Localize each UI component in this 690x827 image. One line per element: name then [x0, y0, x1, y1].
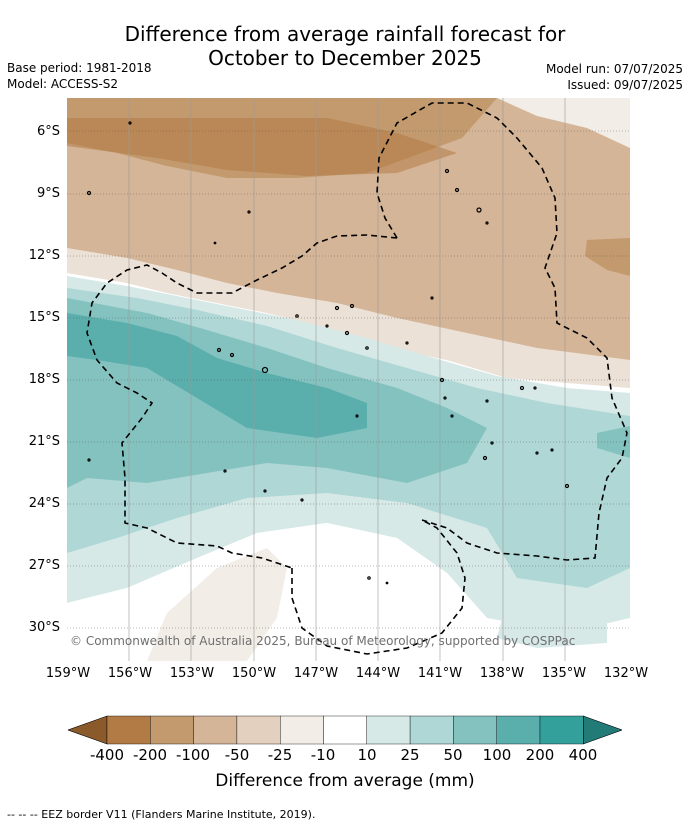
lon-label-138w: 138°W [479, 666, 525, 681]
legend-swatch-upper-extend [582, 715, 622, 745]
legend-swatch [366, 715, 411, 745]
contour-dry-200 [67, 118, 457, 176]
legend-swatch [106, 715, 151, 745]
grid-lines [67, 130, 630, 629]
legend-tick: -400 [89, 746, 125, 764]
lon-label-156w: 156°W [107, 666, 153, 681]
title-line-1: Difference from average rainfall forecas… [124, 22, 566, 46]
issued-date: Issued: 09/07/2025 [567, 78, 683, 92]
legend-tick: -200 [132, 746, 168, 764]
legend-tick: 10 [357, 746, 377, 764]
legend-tick: 200 [525, 746, 555, 764]
map-title: Difference from average rainfall forecas… [0, 22, 690, 70]
lat-label-18s: 18°S [28, 372, 60, 387]
rainfall-map [67, 98, 630, 661]
legend-tick: -100 [175, 746, 211, 764]
lon-label-135w: 135°W [541, 666, 587, 681]
legend-swatch [236, 715, 281, 745]
legend-swatch-lower-extend [68, 715, 108, 745]
lon-label-159w: 159°W [45, 666, 91, 681]
eez-footnote: -- -- -- EEZ border V11 (Flanders Marine… [7, 808, 316, 821]
lat-label-24s: 24°S [28, 496, 60, 511]
meta-right: Model run: 07/07/2025 Issued: 09/07/2025 [546, 61, 683, 93]
legend-tick: 400 [568, 746, 598, 764]
eez-border-north [376, 102, 628, 561]
legend-swatch [279, 715, 324, 745]
legend-tick: -10 [310, 746, 336, 764]
legend-swatch [496, 715, 541, 745]
lat-label-9s: 9°S [36, 186, 60, 201]
legend-tick: -50 [224, 746, 250, 764]
lon-label-141w: 141°W [417, 666, 463, 681]
legend-swatch [409, 715, 454, 745]
meridian-lines [128, 98, 566, 661]
legend-swatches [68, 715, 622, 745]
contour-dry-10-south [147, 548, 287, 661]
legend-swatch [193, 715, 238, 745]
model-run: Model run: 07/07/2025 [545, 62, 683, 76]
lon-label-153w: 153°W [169, 666, 215, 681]
lon-label-150w: 150°W [231, 666, 277, 681]
legend-tick: -25 [267, 746, 293, 764]
lat-label-30s: 30°S [28, 620, 60, 635]
lat-label-15s: 15°S [28, 310, 60, 325]
lat-label-6s: 6°S [36, 124, 60, 139]
lat-label-27s: 27°S [28, 558, 60, 573]
legend-swatch [453, 715, 497, 745]
legend-tick: 25 [400, 746, 420, 764]
eez-border-south [291, 519, 466, 655]
base-period: Base period: 1981-2018 [7, 61, 152, 75]
map-canvas [67, 98, 630, 661]
contour-dry-10-top [497, 98, 630, 148]
lat-label-12s: 12°S [28, 248, 60, 263]
lon-label-132w: 132°W [603, 666, 649, 681]
model-name: Model: ACCESS-S2 [7, 77, 119, 91]
contour-wet-200 [67, 313, 367, 438]
contour-dry-100-east [585, 238, 630, 276]
legend-swatch [539, 715, 584, 745]
contour-wet-25-south [497, 593, 607, 648]
lat-label-21s: 21°S [28, 434, 60, 449]
lon-label-147w: 147°W [293, 666, 339, 681]
legend-swatch [150, 715, 194, 745]
legend-colorbar [68, 715, 622, 745]
legend-title: Difference from average (mm) [215, 771, 475, 791]
title-line-2: October to December 2025 [208, 46, 482, 70]
contour-dry-10-band [67, 248, 630, 388]
lon-label-144w: 144°W [355, 666, 401, 681]
legend-tick: 100 [482, 746, 512, 764]
copyright-text: © Commonwealth of Australia 2025, Bureau… [70, 634, 576, 648]
island-markers [86, 121, 570, 585]
legend-swatch [323, 715, 367, 745]
eez-border-central [86, 234, 398, 569]
meta-left: Base period: 1981-2018 Model: ACCESS-S2 [7, 60, 152, 92]
legend-tick: 50 [443, 746, 463, 764]
